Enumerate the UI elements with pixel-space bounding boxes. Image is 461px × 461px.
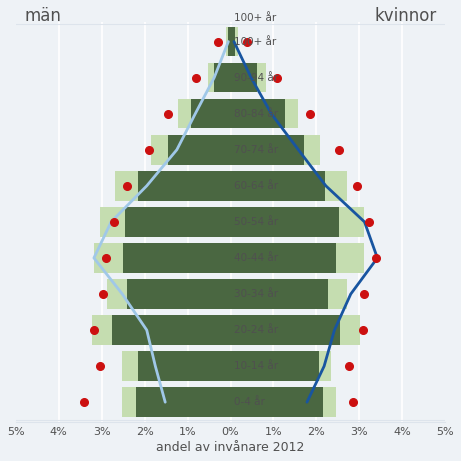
Bar xyxy=(230,243,365,273)
Bar xyxy=(230,63,266,92)
Bar xyxy=(112,315,230,345)
Bar xyxy=(230,387,336,417)
Text: 90-94 år: 90-94 år xyxy=(234,73,278,83)
Text: 60-64 år: 60-64 år xyxy=(234,181,278,191)
Text: 70-74 år: 70-74 år xyxy=(234,145,278,155)
Bar xyxy=(230,315,360,345)
Text: 50-54 år: 50-54 år xyxy=(234,217,278,227)
Text: 40-44 år: 40-44 år xyxy=(234,253,278,263)
Bar xyxy=(122,387,230,417)
Bar xyxy=(230,27,238,56)
Text: 30-34 år: 30-34 år xyxy=(234,289,278,299)
Bar xyxy=(92,315,230,345)
Bar xyxy=(208,63,230,92)
Bar xyxy=(230,207,365,236)
Text: 100+ år: 100+ år xyxy=(234,36,276,47)
Bar xyxy=(138,351,230,381)
Bar xyxy=(138,171,230,201)
Bar xyxy=(230,171,347,201)
Bar xyxy=(136,387,230,417)
Text: 10-14 år: 10-14 år xyxy=(234,361,278,371)
Bar xyxy=(122,351,230,381)
Bar xyxy=(100,207,230,236)
Bar xyxy=(151,135,230,165)
Bar xyxy=(178,99,230,129)
Text: 100+ år: 100+ år xyxy=(234,13,276,23)
Bar xyxy=(230,315,340,345)
Bar xyxy=(230,99,285,129)
Bar xyxy=(115,171,230,201)
Bar xyxy=(168,135,230,165)
Bar xyxy=(230,135,320,165)
Text: 0-4 år: 0-4 år xyxy=(234,397,265,407)
Bar xyxy=(228,27,230,56)
Text: 20-24 år: 20-24 år xyxy=(234,325,278,335)
Bar xyxy=(230,63,257,92)
Text: män: män xyxy=(24,7,61,25)
Bar xyxy=(230,351,331,381)
Bar xyxy=(123,243,230,273)
Bar xyxy=(127,279,230,309)
Bar xyxy=(230,279,328,309)
Bar xyxy=(230,99,298,129)
Text: 80-84 år: 80-84 år xyxy=(234,109,278,118)
Bar xyxy=(230,135,304,165)
Bar xyxy=(191,99,230,129)
Bar xyxy=(230,207,339,236)
Bar xyxy=(94,243,230,273)
Bar xyxy=(230,279,347,309)
X-axis label: andel av invånare 2012: andel av invånare 2012 xyxy=(156,441,305,454)
Bar xyxy=(230,171,325,201)
Bar xyxy=(125,207,230,236)
Bar xyxy=(230,243,336,273)
Bar xyxy=(226,27,230,56)
Text: kvinnor: kvinnor xyxy=(374,7,437,25)
Bar xyxy=(230,27,235,56)
Bar xyxy=(107,279,230,309)
Bar xyxy=(214,63,230,92)
Bar xyxy=(230,351,319,381)
Bar xyxy=(230,387,323,417)
